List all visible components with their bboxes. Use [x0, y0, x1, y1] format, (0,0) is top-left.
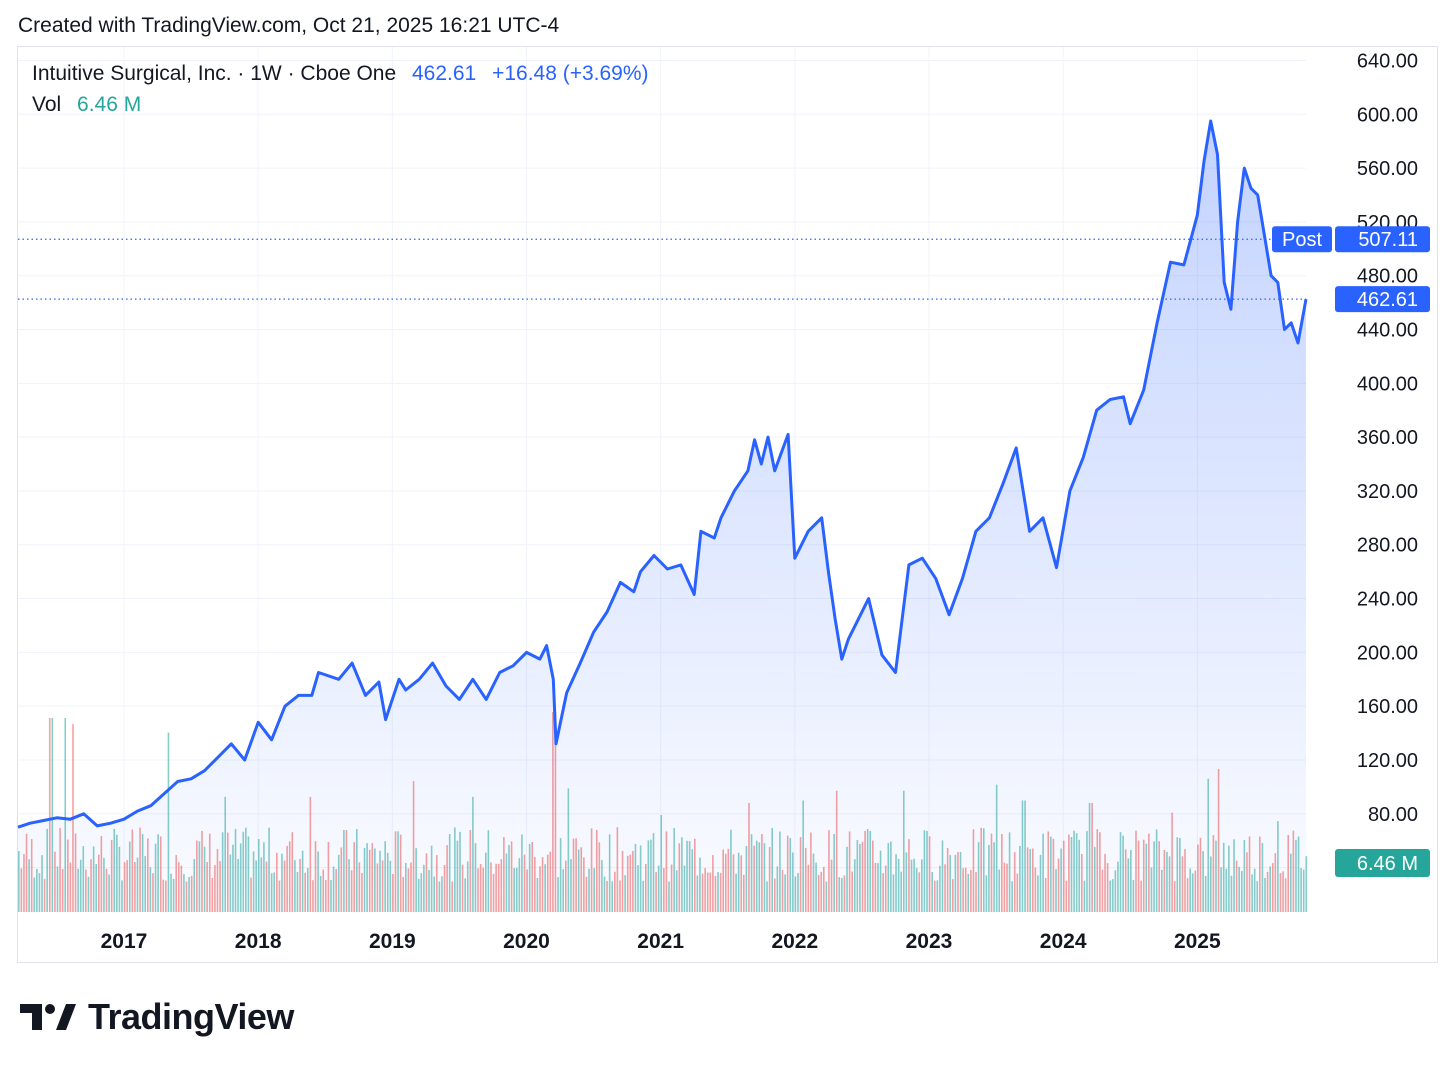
legend-symbol-row[interactable]: Intuitive Surgical, Inc. · 1W · Cboe One…: [32, 62, 649, 86]
post-tag-label: Post: [1282, 229, 1322, 251]
tradingview-logo-text: TradingView: [88, 996, 294, 1037]
y-tick-label: 400.00: [1357, 373, 1418, 395]
y-tick-label: 440.00: [1357, 320, 1418, 342]
volume-bar: [64, 718, 67, 912]
last-price-label-bg: [1335, 286, 1430, 313]
x-tick-label: 2020: [503, 930, 550, 953]
y-tick-label: 560.00: [1357, 158, 1418, 180]
chart-frame: [17, 46, 1438, 963]
tradingview-logo[interactable]: TradingView: [20, 996, 294, 1038]
y-tick-label: 320.00: [1357, 481, 1418, 503]
x-tick-label: 2022: [771, 930, 818, 953]
x-tick-label: 2025: [1174, 930, 1221, 953]
x-tick-label: 2021: [637, 930, 684, 953]
x-tick-label: 2019: [369, 930, 416, 953]
price-area: [18, 121, 1306, 912]
y-tick-label: 160.00: [1357, 696, 1418, 718]
last-price-label: 462.61: [1357, 289, 1418, 311]
legend-change: +16.48 (+3.69%): [492, 62, 649, 85]
x-tick-label: 2024: [1040, 930, 1087, 953]
created-with-text: Created with TradingView.com, Oct 21, 20…: [18, 14, 560, 37]
x-tick-label: 2023: [906, 930, 953, 953]
legend-symbol: Intuitive Surgical, Inc. · 1W · Cboe One: [32, 62, 397, 85]
y-tick-label: 80.00: [1368, 804, 1418, 826]
legend-price: 462.61: [412, 62, 477, 85]
tradingview-logo-icon: [20, 1004, 76, 1030]
volume-bar: [48, 718, 51, 912]
volume-bar: [1305, 856, 1308, 912]
legend-vol-value: 6.46 M: [77, 93, 142, 116]
y-tick-label: 240.00: [1357, 589, 1418, 611]
price-chart[interactable]: 40.0080.00120.00160.00200.00240.00280.00…: [0, 0, 1456, 990]
volume-label: 6.46 M: [1357, 853, 1418, 875]
y-tick-label: 480.00: [1357, 266, 1418, 288]
volume-label-bg: [1335, 849, 1430, 877]
post-tag: [1272, 226, 1332, 253]
legend-vol-label: Vol: [32, 93, 62, 116]
x-tick-label: 2017: [101, 930, 148, 953]
price-line: [17, 119, 1308, 829]
y-tick-label: 640.00: [1357, 50, 1418, 72]
y-tick-label: 600.00: [1357, 104, 1418, 126]
x-tick-label: 2018: [235, 930, 282, 953]
volume-bar: [51, 718, 54, 912]
legend-volume-row[interactable]: Vol 6.46 M: [32, 93, 141, 117]
y-tick-label: 280.00: [1357, 535, 1418, 557]
y-tick-label: 120.00: [1357, 750, 1418, 772]
post-price-label: 507.11: [1358, 229, 1418, 251]
post-price-label-bg: [1335, 226, 1430, 253]
y-tick-label: 200.00: [1357, 642, 1418, 664]
y-tick-label: 360.00: [1357, 427, 1418, 449]
